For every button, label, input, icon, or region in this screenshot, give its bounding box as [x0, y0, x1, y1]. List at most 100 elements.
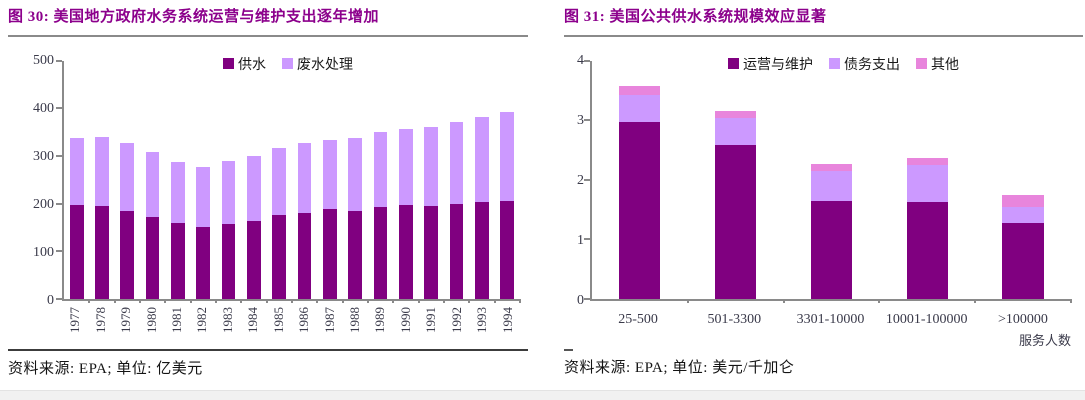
x-axis-tick	[291, 298, 293, 303]
y-axis-tick	[584, 59, 590, 62]
bar-slot	[317, 61, 342, 299]
x-axis-tick-label: 1977	[62, 305, 87, 345]
bar-segment	[120, 143, 135, 211]
bar-slot	[140, 61, 165, 299]
legend-label: 废水处理	[297, 57, 353, 73]
y-axis-tick-label: 0	[47, 292, 54, 308]
y-axis-tick-label: 0	[577, 292, 584, 308]
bar-slot	[368, 61, 393, 299]
legend-label: 其他	[931, 57, 959, 73]
x-axis-tick-label-text: 501-3300	[707, 311, 762, 327]
bar-slot	[115, 61, 140, 299]
x-axis-tick-label: 1982	[189, 305, 214, 345]
x-axis-tick-label: 10001-100000	[879, 305, 975, 345]
bar-segment	[449, 121, 464, 204]
x-axis-title: 服务人数	[1018, 332, 1071, 348]
legend-swatch	[282, 58, 293, 70]
bar-segment	[95, 136, 109, 207]
bar-slot	[89, 61, 114, 299]
x-axis-tick-label: 1978	[87, 305, 112, 345]
x-axis-tick	[240, 298, 243, 303]
x-axis-labels: 25-500 501-3300 3301-10000 10001-100000 >100…	[590, 305, 1071, 345]
x-axis-tick	[493, 298, 496, 303]
y-axis-tick-label: 3	[577, 112, 584, 128]
stacked-bar	[247, 61, 261, 299]
bar-segment	[715, 145, 757, 299]
legend-swatch	[916, 58, 927, 70]
stacked-bar	[297, 61, 312, 299]
stacked-bar	[120, 61, 135, 299]
source-note: 资料来源: EPA; 单位: 美元/千加仑	[564, 349, 1083, 377]
bar-segment	[221, 160, 236, 225]
stacked-bar	[221, 61, 236, 299]
legend-item: 运营与维护	[728, 54, 813, 74]
x-axis-tick-label: 1980	[138, 305, 163, 345]
bar-segment	[715, 111, 757, 119]
x-axis-tick	[974, 298, 977, 303]
bar-segment	[619, 95, 661, 123]
bar-segment	[145, 216, 160, 299]
legend-item: 其他	[916, 54, 959, 74]
x-axis-tick-label-text: 1985	[270, 306, 286, 333]
y-axis-tick	[584, 238, 590, 241]
figure-31-title: 图 31: 美国公共供水系统规模效应显著	[564, 9, 827, 25]
bar-slot	[241, 61, 266, 299]
x-axis-tick-label-text: 1979	[118, 306, 134, 333]
bar-segment	[69, 138, 84, 205]
y-axis-tick	[584, 119, 590, 122]
stacked-bar	[145, 61, 160, 299]
legend-swatch	[223, 58, 234, 70]
bar-segment	[475, 202, 489, 299]
x-axis-tick-label-text: 1980	[143, 306, 159, 333]
x-axis-tick	[878, 298, 881, 303]
bar-segment	[221, 224, 236, 299]
y-axis-tick-label: 1	[577, 232, 584, 248]
bar-slot	[165, 61, 190, 299]
x-axis-tick-label-text: 10001-100000	[885, 311, 968, 327]
x-axis-tick	[189, 298, 192, 303]
bar-segment	[810, 170, 853, 201]
stacked-bar	[1002, 61, 1044, 299]
bar-segment	[145, 152, 160, 217]
bar-segment	[171, 162, 185, 223]
bars-container	[592, 61, 1071, 299]
stacked-bar	[171, 61, 185, 299]
source-text: 资料来源: EPA; 单位: 美元/千加仑	[564, 359, 795, 376]
bar-slot	[444, 61, 469, 299]
x-axis-tick-label: 1990	[393, 305, 418, 345]
figure-30: 图 30: 美国地方政府水务系统运营与维护支出逐年增加 供水 废水处理 0 100 2…	[0, 0, 542, 378]
bar-segment	[272, 214, 287, 299]
bar-segment	[69, 204, 84, 299]
x-axis-tick-label-text: 1977	[67, 306, 83, 333]
stacked-bar	[619, 61, 661, 299]
plot-area	[584, 59, 1072, 303]
x-axis-tick-label: 1991	[418, 305, 443, 345]
y-axis-tick	[56, 107, 62, 110]
stacked-bar	[449, 61, 464, 299]
bar-segment	[906, 202, 948, 299]
x-axis-tick	[366, 298, 369, 303]
x-axis-tick-label: 1983	[215, 305, 240, 345]
y-axis-tick-label: 300	[33, 148, 54, 164]
bar-segment	[906, 164, 948, 203]
x-axis-tick-label: 1985	[266, 305, 291, 345]
bar-segment	[373, 132, 388, 207]
x-axis-tick-label-text: 1990	[397, 306, 413, 333]
figure-31-chart: 运营与维护 债务支出 其他 0 1 2 3 4 25-500 501-3300 3301-100…	[564, 37, 1083, 348]
stacked-bar	[500, 61, 515, 299]
bar-slot	[343, 61, 368, 299]
x-axis-tick-label-text: 1986	[296, 306, 312, 333]
title-divider	[8, 34, 528, 37]
bar-segment	[171, 222, 185, 299]
y-axis-tick-label: 400	[33, 100, 54, 116]
bar-segment	[1002, 194, 1044, 207]
bar-segment	[1002, 223, 1044, 299]
x-axis-tick-label-text: 1984	[245, 306, 261, 333]
stacked-bar	[373, 61, 388, 299]
chart-legend: 运营与维护 债务支出 其他	[604, 54, 1083, 74]
stacked-bar	[272, 61, 287, 299]
stacked-bar	[399, 61, 413, 299]
x-axis-labels: 1977 1978 1979 1980 1981 1982 1983 1984 1985 1986…	[62, 305, 520, 345]
bar-segment	[247, 155, 261, 222]
bar-segment	[348, 138, 363, 212]
